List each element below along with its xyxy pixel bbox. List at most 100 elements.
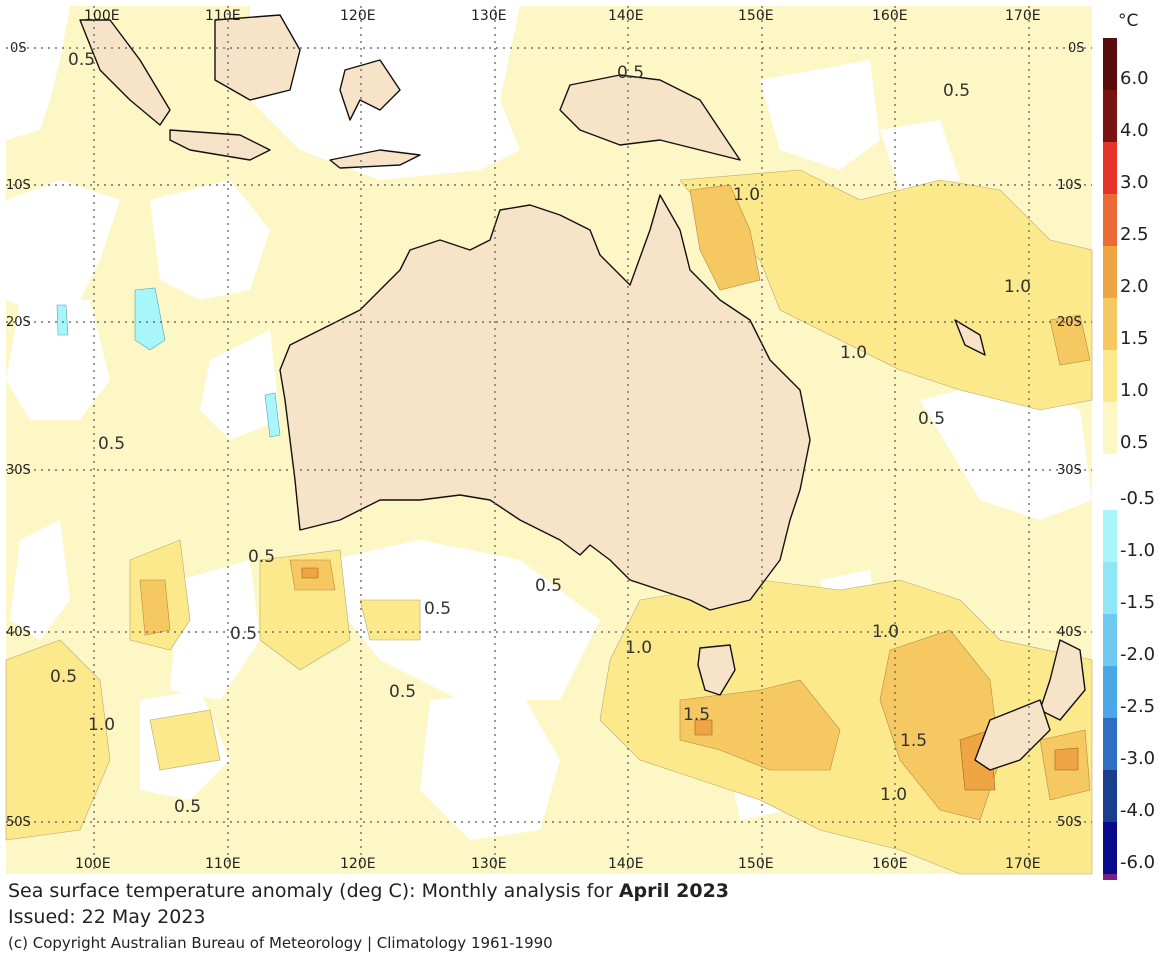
contour-label: 1.5 [900,731,927,751]
caption-title-date: April 2023 [618,880,730,902]
legend-tick-label: -2.5 [1120,696,1155,717]
sumatra-landmass [79,19,171,126]
lon-label-top: 100E [84,8,120,24]
java-landmass [169,129,271,161]
lat-label-left: 30S [6,463,31,478]
sst-anomaly-map: 100E 110E 120E 130E 140E 150E 160E 170E … [5,6,1155,880]
contour-label: 1.0 [88,715,115,735]
lat-label-left: 50S [6,815,31,830]
caption-issued-date: Issued: 22 May 2023 [8,906,206,928]
lon-label-bottom: 120E [340,856,376,872]
contour-label: 0.5 [617,63,644,83]
lon-label-top: 170E [1005,8,1041,24]
legend-color-swatch [1103,38,1117,90]
lat-label-left: 10S [6,178,31,193]
legend-unit-label: °C [1118,11,1138,31]
new-caledonia-landmass [954,319,986,356]
lat-label-right: 0S [1068,41,1085,56]
contour-label: 0.5 [68,50,95,70]
legend-color-swatch [1103,614,1117,666]
new-guinea-landmass [559,74,741,161]
legend-color-swatch [1103,822,1117,874]
legend-tick-label: -1.0 [1120,540,1155,561]
legend-color-swatch [1103,718,1117,770]
sulawesi-landmass [339,59,401,121]
contour-label: 0.5 [98,434,125,454]
legend-tick-label: -1.5 [1120,592,1155,613]
legend-color-swatch [1103,90,1117,142]
caption-title-prefix: Sea surface temperature anomaly (deg C):… [8,880,619,902]
contour-label: 1.0 [872,622,899,642]
australia-landmass [279,194,811,611]
legend-color-swatch [1103,402,1117,454]
legend-tick-label: -4.0 [1120,800,1155,821]
contour-label: 1.0 [625,638,652,658]
lon-label-top: 130E [471,8,507,24]
legend-color-swatch [1103,142,1117,194]
contour-label: 0.5 [230,624,257,644]
lon-label-bottom: 110E [205,856,241,872]
lon-label-top: 120E [340,8,376,24]
contour-label: 1.0 [840,343,867,363]
new-zealand-north-island [1039,639,1086,721]
contour-label: 0.5 [535,576,562,596]
legend-tick-label: 2.5 [1120,224,1149,245]
contour-label: 0.5 [943,81,970,101]
legend-tick-labels: 6.0 4.0 3.0 2.5 2.0 1.5 1.0 0.5 -0.5 -1.0 -1.5 -2.0… [1120,68,1155,873]
contour-label: 1.0 [733,185,760,205]
contour-label: 0.5 [424,599,451,619]
legend-color-swatch [1103,194,1117,246]
lat-label-left: 40S [6,625,31,640]
tasmania-landmass [697,644,736,696]
lon-label-bottom: 160E [872,856,908,872]
lon-label-top: 140E [608,8,644,24]
negative-anomaly-areas [56,287,281,438]
new-zealand-south-island [974,699,1051,771]
contour-label: 1.0 [880,785,907,805]
legend-tick-label: 1.0 [1120,380,1149,401]
lon-label-top: 150E [738,8,774,24]
contour-label: 0.5 [50,667,77,687]
lat-label-right: 40S [1057,625,1082,640]
legend-color-swatch [1103,874,1117,880]
color-legend: °C 6.0 4.0 3.0 2.5 2.0 1.5 1.0 0.5 -0.5 -1.0 -1.5 -… [1103,11,1155,880]
legend-color-swatch [1103,246,1117,298]
lat-label-right: 30S [1057,463,1082,478]
lon-label-top: 160E [872,8,908,24]
legend-tick-label: 0.5 [1120,432,1149,453]
lon-label-top: 110E [205,8,241,24]
land-masses [79,14,1086,771]
legend-color-swatch [1103,562,1117,614]
contour-label: 0.5 [248,547,275,567]
lon-label-bottom: 130E [471,856,507,872]
legend-tick-label: -0.5 [1120,488,1155,509]
legend-tick-label: 6.0 [1120,68,1149,89]
contour-label: 0.5 [918,409,945,429]
contour-label: 0.5 [174,797,201,817]
legend-tick-label: -6.0 [1120,852,1155,873]
latitude-labels: 0S 10S 20S 30S 40S 50S 0S 10S 20S 30S 40… [6,41,1085,830]
lat-label-right: 20S [1057,315,1082,330]
anomaly-band-1-5 [139,184,1091,821]
timor-landmass [329,149,421,169]
legend-color-swatch [1103,298,1117,350]
lon-label-bottom: 170E [1005,856,1041,872]
borneo-landmass [214,14,301,101]
lat-label-left: 20S [6,315,31,330]
caption-title: Sea surface temperature anomaly (deg C):… [8,880,729,902]
legend-tick-label: -3.0 [1120,748,1155,769]
lon-label-bottom: 150E [738,856,774,872]
legend-tick-label: 1.5 [1120,328,1149,349]
contour-label: 0.5 [389,682,416,702]
lat-label-left: 0S [10,41,27,56]
lon-label-bottom: 100E [75,856,111,872]
contour-labels: 0.5 0.5 0.5 0.5 1.0 1.0 1.0 0.5 0.5 0.5 … [50,50,1031,817]
longitude-labels: 100E 110E 120E 130E 140E 150E 160E 170E … [75,8,1041,872]
lon-label-bottom: 140E [608,856,644,872]
legend-color-bars [1103,38,1117,880]
legend-tick-label: 3.0 [1120,172,1149,193]
legend-color-swatch [1103,510,1117,562]
legend-tick-label: 2.0 [1120,276,1149,297]
legend-color-swatch [1103,350,1117,402]
legend-tick-label: 4.0 [1120,120,1149,141]
